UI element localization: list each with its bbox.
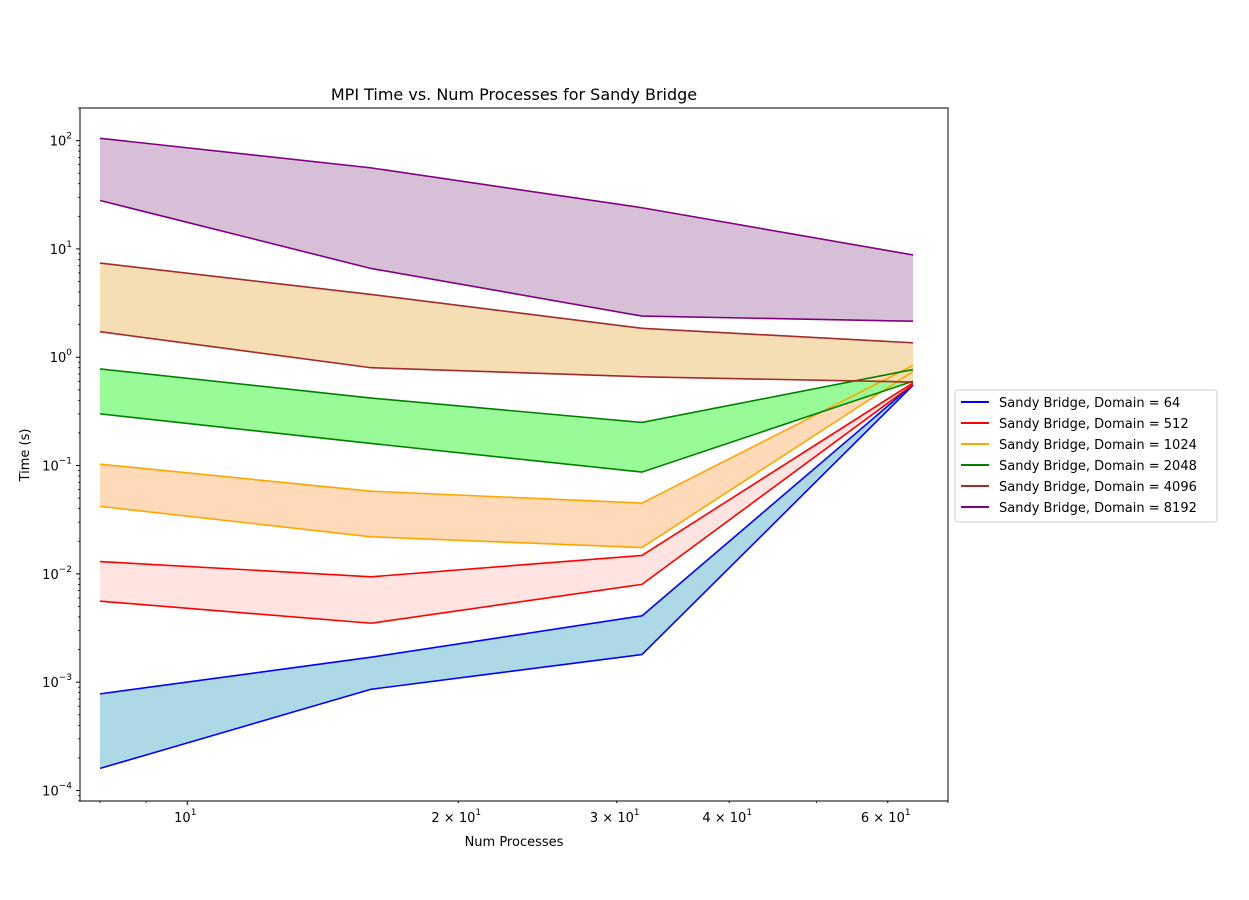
fill-areas — [100, 138, 913, 769]
y-tick-label-3: 10−1 — [42, 457, 72, 475]
series-line-lower-3 — [99, 380, 914, 473]
legend-label-4: Sandy Bridge, Domain = 4096 — [999, 480, 1197, 495]
series-fill-3 — [100, 368, 913, 473]
legend-label-2: Sandy Bridge, Domain = 1024 — [999, 438, 1197, 453]
series-lines — [99, 137, 914, 770]
series-line-lower-1 — [99, 383, 914, 625]
x-tick-label-0: 101 — [174, 808, 196, 826]
series-fill-2 — [100, 365, 913, 548]
series-line-upper-4 — [99, 262, 914, 344]
y-tick-label-0: 10−4 — [42, 782, 72, 800]
legend-label-0: Sandy Bridge, Domain = 64 — [999, 396, 1180, 411]
legend-label-1: Sandy Bridge, Domain = 512 — [999, 417, 1189, 432]
y-tick-label-4: 100 — [50, 348, 73, 366]
x-tick-label-3: 4 × 101 — [702, 808, 752, 826]
series-line-lower-4 — [99, 330, 913, 383]
x-tick-label-2: 3 × 101 — [590, 808, 640, 826]
y-axis-label: Time (s) — [18, 429, 33, 483]
series-fill-5 — [100, 138, 913, 322]
legend: Sandy Bridge, Domain = 64 Sandy Bridge, D… — [954, 389, 1218, 523]
series-line-upper-2 — [99, 364, 914, 504]
series-line-lower-0 — [99, 384, 914, 770]
series-line-upper-0 — [99, 383, 914, 695]
series-line-upper-5 — [99, 137, 914, 256]
x-tick-label-4: 6 × 101 — [861, 808, 911, 826]
y-tick-label-1: 10−3 — [42, 673, 72, 691]
series-fill-0 — [100, 384, 913, 769]
series-line-upper-3 — [99, 368, 914, 424]
chart-title: MPI Time vs. Num Processes for Sandy Bri… — [331, 85, 697, 104]
series-line-lower-5 — [99, 199, 913, 323]
series-line-upper-1 — [100, 382, 914, 578]
plot-frame — [79, 107, 949, 802]
series-fill-1 — [100, 382, 913, 624]
series-line-lower-2 — [99, 370, 914, 549]
y-tick-label-2: 10−2 — [42, 565, 72, 583]
legend-box — [954, 389, 1218, 523]
y-tick-label-5: 101 — [50, 240, 72, 258]
x-tick-label-1: 2 × 101 — [431, 808, 481, 826]
legend-label-5: Sandy Bridge, Domain = 8192 — [999, 501, 1197, 516]
axes: 10−4 10−3 10−2 10−1 100 101 102 101 2 × 101 3 × 1… — [42, 107, 949, 826]
legend-label-3: Sandy Bridge, Domain = 2048 — [999, 459, 1197, 474]
series-fill-4 — [100, 263, 913, 383]
y-tick-label-6: 102 — [50, 132, 72, 150]
x-axis-label: Num Processes — [465, 835, 564, 850]
